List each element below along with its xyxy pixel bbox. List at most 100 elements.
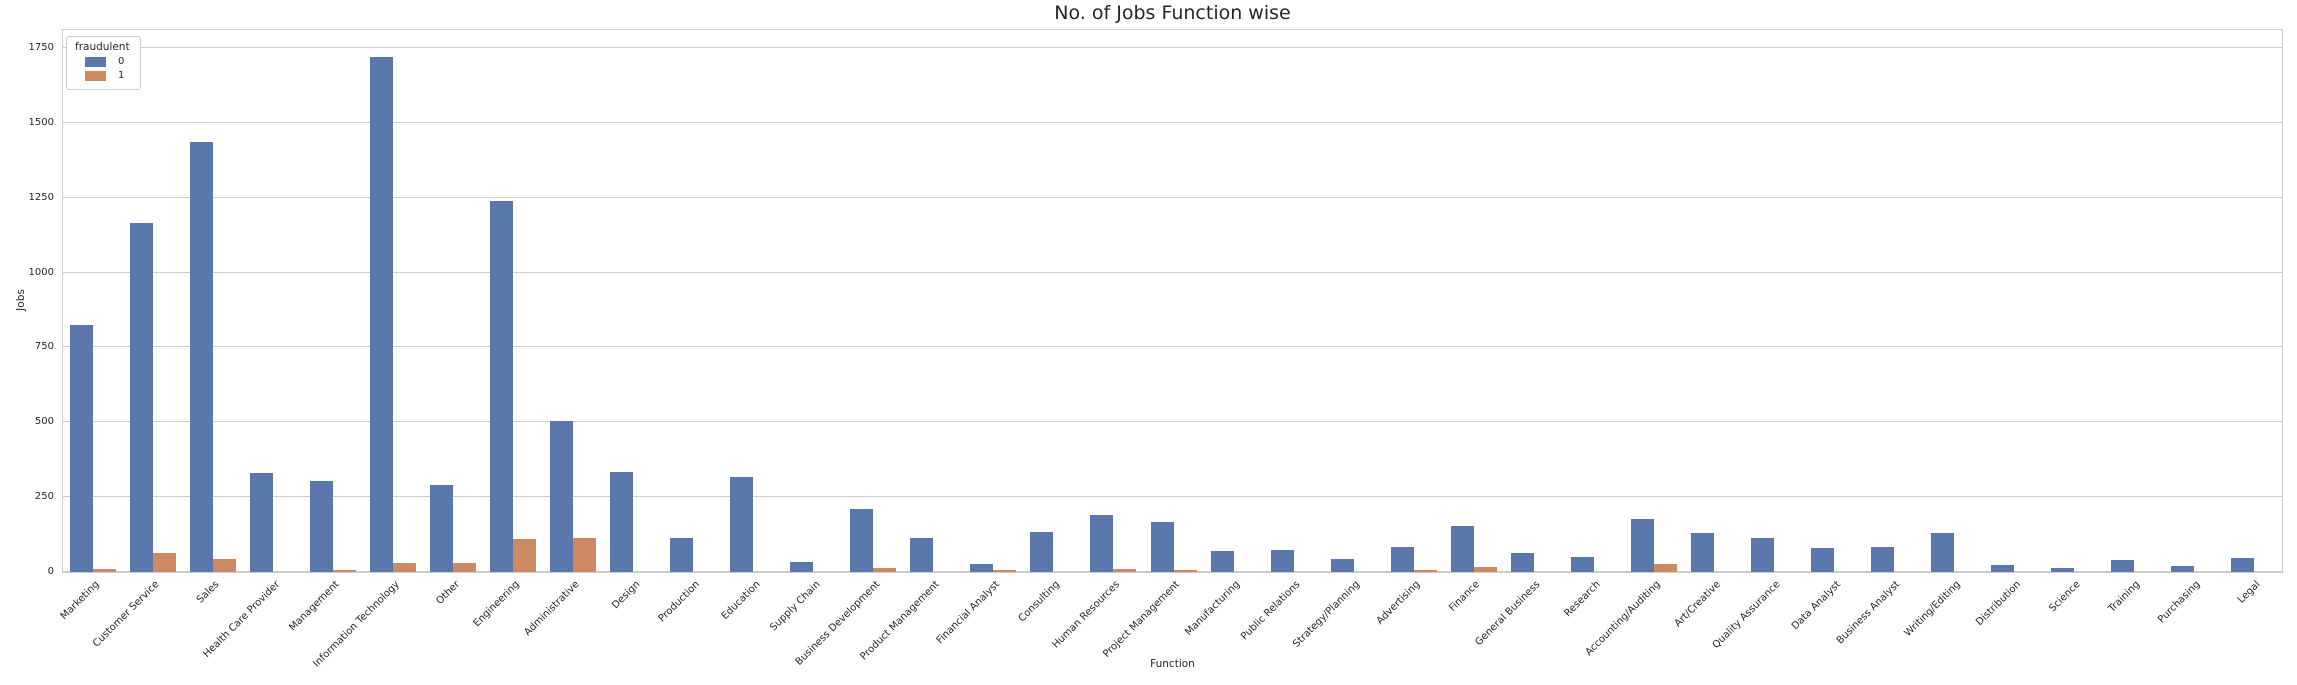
bar-1-finance <box>1473 566 1497 572</box>
gridline-y-1500 <box>63 121 2282 123</box>
legend-swatch-icon <box>85 56 106 67</box>
bar-0-art-creative <box>1690 533 1714 572</box>
y-tick-label: 1250 <box>28 191 54 203</box>
bar-0-education <box>730 476 754 572</box>
bar-0-public-relations <box>1270 549 1294 572</box>
legend-label: 1 <box>118 70 125 81</box>
x-tick-label: Design <box>609 579 643 612</box>
x-tick-label: Engineering <box>471 579 522 630</box>
legend-swatch-icon <box>85 70 106 81</box>
bar-0-science <box>2050 568 2074 572</box>
bar-0-management <box>310 480 334 572</box>
x-tick-label: Supply Chain <box>767 579 823 634</box>
x-axis-label: Function <box>1150 658 1195 670</box>
gridline-y-750 <box>63 346 2282 348</box>
bar-0-supply-chain <box>790 561 814 572</box>
bar-0-marketing <box>70 324 93 572</box>
bar-1-engineering <box>513 539 537 572</box>
bar-0-sales <box>190 142 214 572</box>
bar-0-financial-analyst <box>970 563 994 572</box>
x-tick-label: Research <box>1562 579 1603 620</box>
y-tick-label: 0 <box>47 566 54 577</box>
bar-1-management <box>333 569 357 572</box>
x-tick-label: Customer Service <box>91 579 162 650</box>
x-tick-label: Finance <box>1447 579 1483 614</box>
bar-0-human-resources <box>1090 515 1114 572</box>
bar-0-business-analyst <box>1870 546 1894 572</box>
bar-1-project-management <box>1173 569 1197 572</box>
x-tick-label: Strategy/Planning <box>1291 579 1363 650</box>
bar-0-project-management <box>1150 522 1174 572</box>
x-tick-label: Sales <box>195 579 222 606</box>
bar-0-manufacturing <box>1210 551 1234 572</box>
y-tick-label: 1500 <box>28 116 54 128</box>
bar-0-business-development <box>850 509 874 572</box>
bar-1-information-technology <box>393 563 417 572</box>
x-tick-label: Management <box>287 579 342 634</box>
bar-0-information-technology <box>370 56 394 572</box>
x-tick-label: Other <box>434 579 462 607</box>
x-tick-label: Quality Assurance <box>1710 579 1783 651</box>
bar-0-design <box>610 471 634 572</box>
x-tick-label: Education <box>719 579 763 622</box>
y-tick-label: 1000 <box>28 266 54 278</box>
bar-0-customer-service <box>130 223 154 572</box>
bar-0-distribution <box>1990 564 2014 572</box>
gridline-y-1750 <box>63 46 2282 48</box>
legend-entry-0: 0 <box>85 56 130 67</box>
x-tick-label: Public Relations <box>1238 579 1303 643</box>
y-tick-label: 1750 <box>28 41 54 53</box>
x-tick-label: Manufacturing <box>1183 579 1243 638</box>
bar-0-accounting-auditing <box>1630 519 1654 572</box>
x-tick-label: Financial Analyst <box>934 579 1003 647</box>
gridline-y-500 <box>63 421 2282 423</box>
bar-1-administrative <box>573 537 597 572</box>
bar-0-consulting <box>1030 531 1054 572</box>
y-tick-label: 250 <box>34 491 54 503</box>
bar-0-advertising <box>1390 546 1414 572</box>
bar-0-purchasing <box>2170 566 2194 572</box>
bar-0-other <box>430 485 454 572</box>
x-tick-label: Science <box>2047 579 2083 615</box>
bar-1-sales <box>213 558 237 572</box>
bar-1-accounting-auditing <box>1653 563 1677 572</box>
x-tick-label: Art/Creative <box>1672 579 1723 630</box>
x-tick-label: Legal <box>2236 579 2263 606</box>
gridline-y-1250 <box>63 196 2282 198</box>
plot-area <box>62 29 2283 573</box>
chart-title: No. of Jobs Function wise <box>1054 2 1291 24</box>
x-tick-label: Marketing <box>58 579 102 623</box>
x-tick-label: Production <box>656 579 703 625</box>
bar-0-administrative <box>550 420 574 572</box>
x-tick-label: General Business <box>1473 579 1543 649</box>
bar-0-engineering <box>490 200 514 572</box>
x-tick-label: Data Analyst <box>1789 579 1843 633</box>
bar-0-production <box>670 538 694 572</box>
y-tick-label: 750 <box>34 341 54 353</box>
x-tick-label: Writing/Editing <box>1902 579 1963 640</box>
bar-1-other <box>453 563 477 572</box>
x-tick-label: Advertising <box>1374 579 1423 627</box>
bar-1-marketing <box>93 569 116 572</box>
legend-label: 0 <box>118 56 125 67</box>
bar-0-writing-editing <box>1930 533 1954 572</box>
bar-0-legal <box>2230 558 2254 572</box>
bar-0-data-analyst <box>1810 548 1834 572</box>
y-axis-label: Jobs <box>14 289 27 311</box>
gridline-y-250 <box>63 496 2282 498</box>
y-tick-label: 500 <box>34 416 54 428</box>
bar-1-advertising <box>1413 570 1437 572</box>
gridline-y-1000 <box>63 271 2282 273</box>
legend-entry-1: 1 <box>85 70 130 81</box>
bar-1-business-development <box>873 568 897 572</box>
bar-0-training <box>2110 560 2134 572</box>
bar-0-general-business <box>1510 552 1534 572</box>
legend-title: fraudulent <box>75 41 130 53</box>
bar-0-product-management <box>910 538 934 572</box>
x-tick-label: Consulting <box>1016 579 1063 625</box>
bar-0-finance <box>1450 526 1474 572</box>
bar-1-financial-analyst <box>993 570 1017 572</box>
